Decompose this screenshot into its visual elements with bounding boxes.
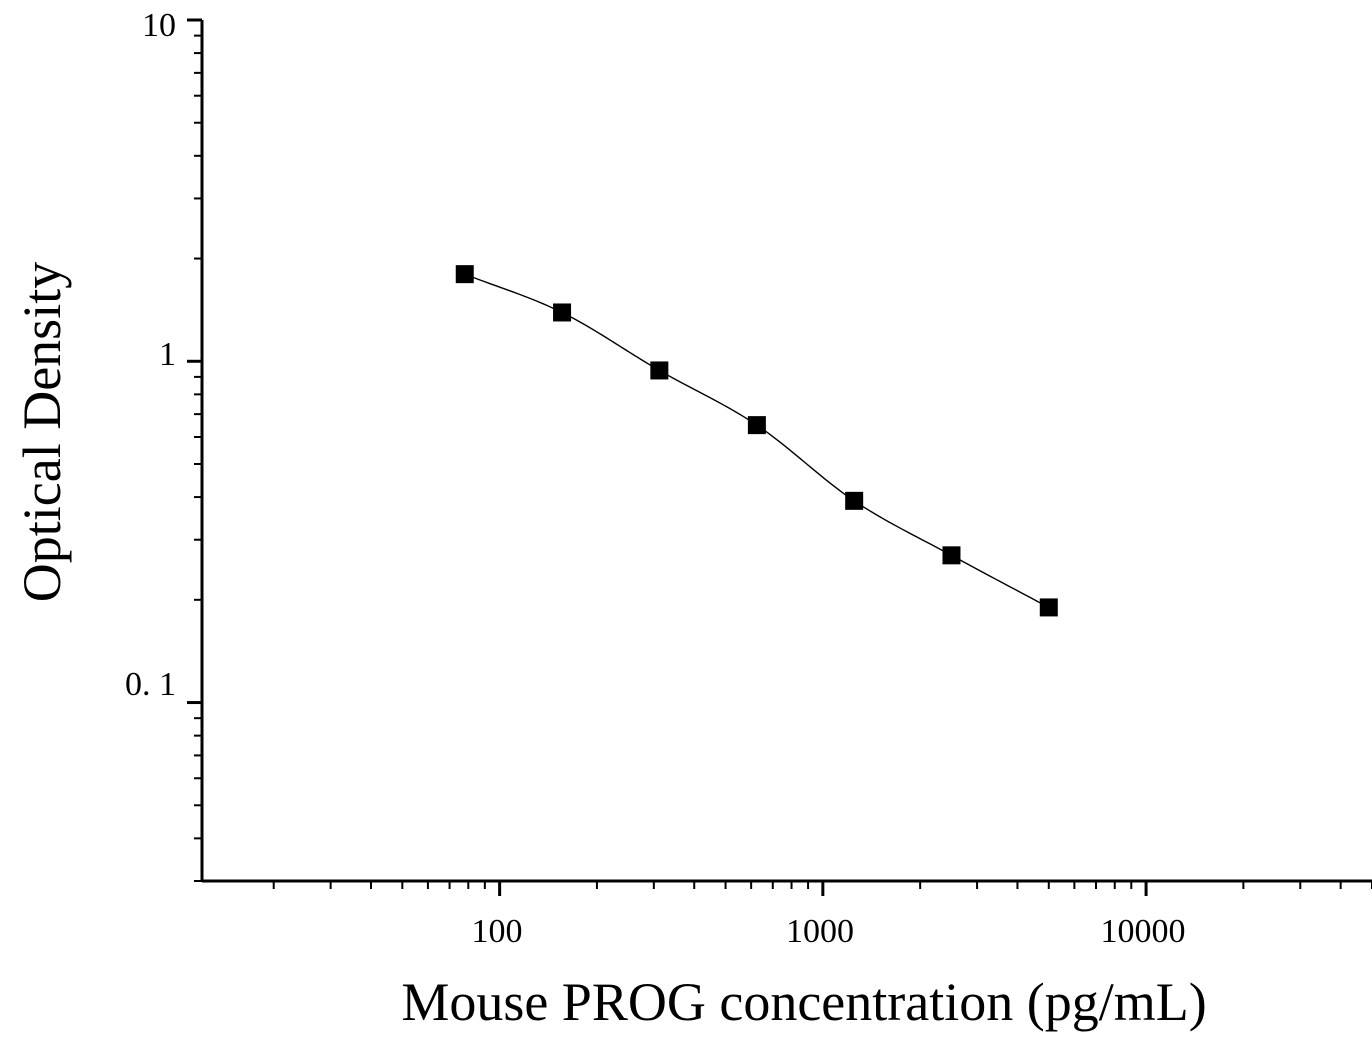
minor-ticks	[194, 34, 1372, 889]
y-tick-label-0-1: 0. 1	[125, 666, 176, 703]
data-point	[845, 491, 864, 510]
x-tick-label-10000: 10000	[1101, 913, 1186, 950]
x-axis-title: Mouse PROG concentration (pg/mL)	[401, 972, 1206, 1032]
y-axis-title: Optical Density	[12, 262, 72, 602]
major-ticks	[187, 18, 1148, 896]
data-point	[455, 265, 474, 284]
data-point	[747, 416, 766, 435]
data-point	[942, 546, 961, 565]
x-tick-label-100: 100	[472, 913, 523, 950]
y-tick-label-1: 1	[159, 336, 176, 373]
y-tick-label-10: 10	[142, 7, 176, 44]
data-point	[553, 303, 572, 322]
fitted-curve-line	[464, 273, 1050, 609]
data-point	[1039, 598, 1058, 617]
data-point	[650, 361, 669, 380]
x-tick-label-1000: 1000	[786, 913, 854, 950]
data-points	[455, 265, 1058, 617]
